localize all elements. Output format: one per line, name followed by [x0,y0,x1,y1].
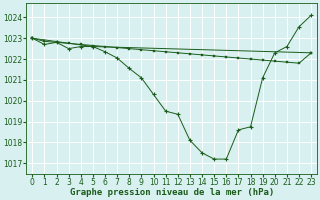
X-axis label: Graphe pression niveau de la mer (hPa): Graphe pression niveau de la mer (hPa) [69,188,274,197]
